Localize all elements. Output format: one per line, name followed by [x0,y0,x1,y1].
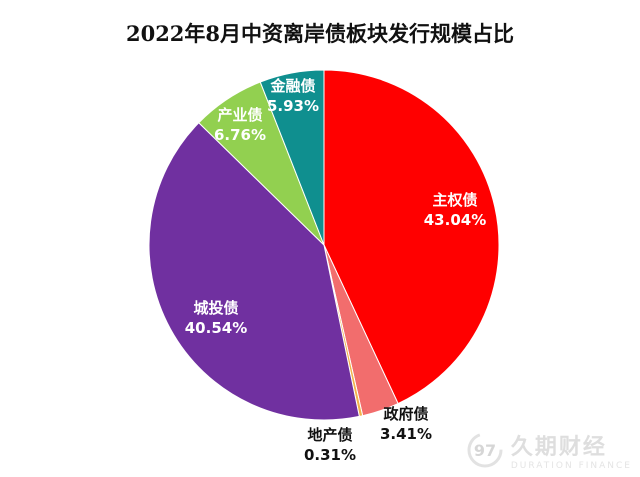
slice-name-label: 城投债 [193,299,238,317]
svg-text:97: 97 [474,441,496,460]
slice-name-label: 主权债 [432,191,477,209]
watermark-en-text: DURATION FINANCE [510,461,632,471]
slice-value-label: 0.31% [304,446,356,464]
chart-title: 2022年8月中资离岸债板块发行规模占比 [125,21,515,46]
slice-value-label: 5.93% [267,97,319,115]
slice-name-label: 产业债 [217,106,262,124]
slice-value-label: 6.76% [214,126,266,144]
slice-name-label: 地产债 [307,426,352,444]
slice-name-label: 金融债 [269,77,315,95]
slice-value-label: 3.41% [380,425,432,443]
pie-slice-3 [148,122,360,421]
slice-name-label: 政府债 [383,405,428,423]
watermark-logo-icon: 97 [467,432,503,468]
pie-slice-5 [259,69,325,246]
slice-value-label: 43.04% [424,211,486,229]
watermark: 97 久期财经 DURATION FINANCE [465,429,632,471]
watermark-cn-text: 久期财经 [510,435,607,460]
slice-value-label: 40.54% [185,319,247,337]
pie-slice-0 [323,69,500,405]
